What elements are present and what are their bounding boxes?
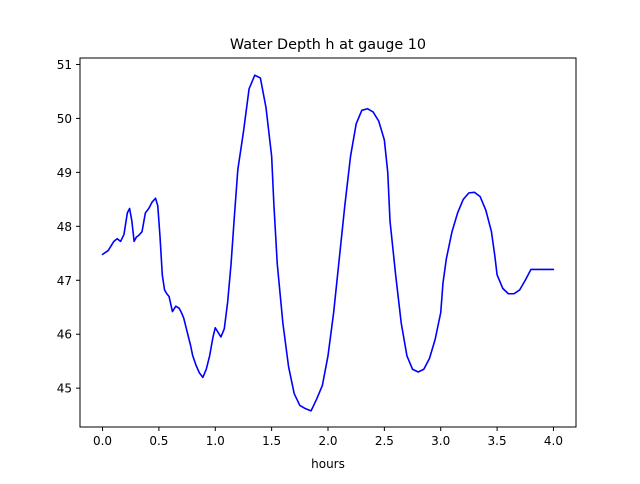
y-tick-label: 48 [57, 220, 72, 234]
y-axis: 45 46 47 48 49 50 51 [57, 58, 80, 396]
x-tick-label: 4.0 [544, 434, 563, 448]
x-tick-label: 1.5 [262, 434, 281, 448]
x-tick-label: 0.5 [149, 434, 168, 448]
x-tick-label: 3.5 [488, 434, 507, 448]
axes-frame [79, 57, 577, 428]
chart-title: Water Depth h at gauge 10 [230, 37, 426, 53]
y-tick-label: 50 [57, 112, 72, 126]
x-axis-label: hours [311, 457, 345, 471]
y-tick-label: 49 [57, 166, 72, 180]
series-line-0 [101, 74, 555, 412]
x-tick-label: 3.0 [431, 434, 450, 448]
plot-area [79, 57, 577, 428]
x-tick-label: 2.5 [375, 434, 394, 448]
y-tick-label: 47 [57, 274, 72, 288]
x-tick-label: 2.0 [318, 434, 337, 448]
x-tick-label: 0.0 [93, 434, 112, 448]
y-tick-label: 45 [57, 382, 72, 396]
y-tick-label: 51 [57, 58, 72, 72]
y-tick-label: 46 [57, 328, 72, 342]
x-tick-label: 1.0 [206, 434, 225, 448]
x-axis: 0.0 0.5 1.0 1.5 2.0 2.5 3.0 3.5 4.0 [93, 427, 563, 448]
